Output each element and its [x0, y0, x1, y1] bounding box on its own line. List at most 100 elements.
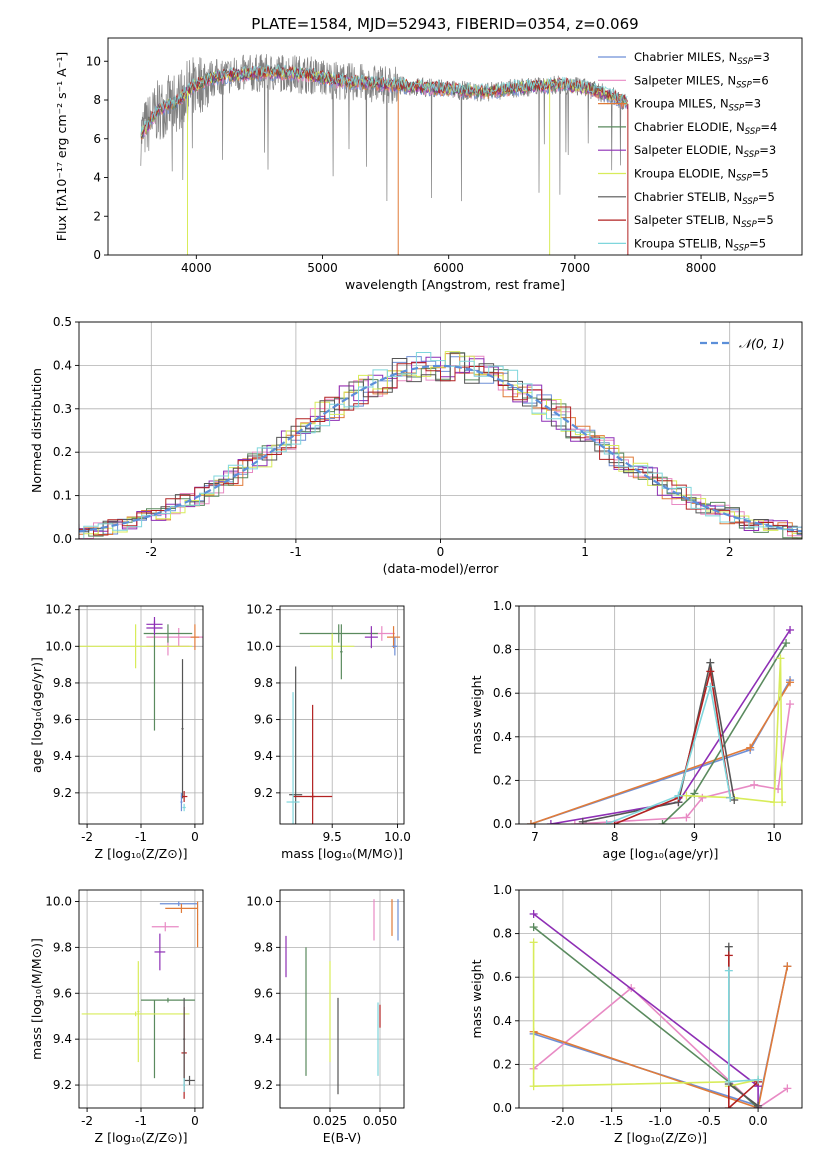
legend-entry: 𝒩(0, 1): [739, 336, 785, 351]
plus-marker: [786, 625, 795, 634]
error-bar-point: [146, 627, 203, 647]
axes-frame: [107, 37, 803, 256]
y-tick-label: 0.4: [493, 1014, 512, 1028]
plus-marker: [783, 1084, 792, 1093]
x-tick-label: -1: [135, 1114, 147, 1128]
plus-marker: [706, 667, 715, 676]
mass-weight-line: [533, 926, 759, 1108]
y-tick-label: 0.8: [493, 927, 512, 941]
x-tick-label: 6000: [433, 261, 464, 275]
y-tick-label: 10: [86, 54, 101, 68]
error-bar-point: [182, 803, 186, 812]
y-tick-label: 10.2: [246, 603, 273, 617]
legend-entry: Chabrier STELIB, NSSP=5: [634, 190, 775, 207]
y-tick-label: 0.0: [53, 532, 72, 546]
residuals-plot-area: [79, 351, 802, 539]
error-bar-point: [387, 626, 401, 649]
y-tick-label: 0.6: [493, 686, 512, 700]
plus-marker: [682, 813, 691, 822]
y-tick-label: 9.2: [254, 1078, 273, 1092]
age-vs-Z-panel: -2 -1 0 9.2 9.4 9.6 9.8 10.0 10.2 Z [log₁₀(Z/Z⊙)]…: [29, 603, 204, 861]
y-tick-label: 9.6: [53, 986, 72, 1000]
x-axis-label: Z [log₁₀(Z/Z⊙)]: [95, 846, 188, 861]
spectrum-plot-area: [140, 54, 629, 255]
mass-weight-vs-age-axes: 7 8 9 10 0.0 0.2 0.4 0.6 0.8 1.0 age [log₁₀(age/yr…: [469, 599, 803, 861]
error-bar-point: [180, 792, 183, 812]
x-tick-label: 0: [437, 545, 445, 559]
x-tick-label: 10: [766, 830, 781, 844]
error-bar-point: [151, 922, 179, 932]
age-vs-Z-axes: -2 -1 0 9.2 9.4 9.6 9.8 10.0 10.2 Z [log₁₀(Z/Z⊙)]…: [29, 603, 204, 861]
y-tick-label: 9.2: [254, 786, 273, 800]
y-tick-label: 9.8: [254, 676, 273, 690]
error-bar-point: [289, 666, 303, 824]
y-tick-label: 0.1: [53, 489, 72, 503]
error-bar-point: [286, 692, 300, 824]
x-tick-label: -2: [81, 830, 93, 844]
x-tick-label: 4000: [181, 261, 212, 275]
plus-marker: [724, 1077, 733, 1086]
y-tick-label: 1.0: [493, 883, 512, 897]
x-tick-label: 2: [726, 545, 734, 559]
plus-marker: [746, 743, 755, 752]
x-axis-label: age [log₁₀(age/yr)]: [603, 846, 719, 861]
mass-vs-ebv-plot-area: [285, 899, 399, 1095]
error-bar-point: [183, 997, 186, 1081]
y-tick-label: 9.4: [53, 1032, 72, 1046]
y-axis-label: mass [log₁₀(M/M⊙)]: [29, 938, 44, 1060]
mass-vs-Z-panel: -2 -1 0 9.2 9.4 9.6 9.8 10.0 Z [log₁₀(Z/Z⊙)] mass…: [29, 889, 204, 1145]
y-tick-label: 0.0: [493, 1101, 512, 1115]
error-bar-point: [190, 624, 200, 650]
x-tick-label: 1: [581, 545, 589, 559]
x-tick-label: -2: [81, 1114, 93, 1128]
y-axis-label: Normed distribution: [29, 368, 44, 493]
y-tick-label: 9.4: [254, 1032, 273, 1046]
mass-weight-line: [533, 987, 788, 1108]
x-axis-label: E(B-V): [323, 1130, 362, 1145]
error-bar-point: [154, 933, 166, 971]
x-tick-label: -1.0: [649, 1114, 672, 1128]
plus-marker: [529, 909, 538, 918]
error-bar-point: [340, 624, 343, 680]
residual-histogram: [79, 352, 802, 539]
x-tick-label: 9.5: [323, 830, 342, 844]
y-tick-label: 0.0: [493, 817, 512, 831]
y-tick-label: 0: [93, 248, 101, 262]
x-tick-label: -0.5: [698, 1114, 721, 1128]
legend-entry: Salpeter ELODIE, NSSP=3: [634, 143, 776, 160]
y-tick-label: 9.4: [53, 749, 72, 763]
y-tick-label: 0.5: [53, 315, 72, 329]
plus-marker: [546, 820, 555, 824]
normal-reference-curve: [79, 364, 802, 533]
error-bar-point: [299, 624, 378, 643]
x-axis-label: wavelength [Angstrom, rest frame]: [345, 277, 565, 292]
mass-vs-Z-axes: -2 -1 0 9.2 9.4 9.6 9.8 10.0 Z [log₁₀(Z/Z⊙)] mass…: [29, 889, 204, 1145]
x-tick-label: 0: [191, 830, 199, 844]
plus-marker: [529, 1082, 538, 1091]
y-tick-label: 9.8: [254, 940, 273, 954]
error-bar-point: [364, 626, 378, 649]
y-tick-label: 10.2: [45, 603, 72, 617]
y-tick-label: 1.0: [493, 599, 512, 613]
y-tick-label: 0.2: [493, 773, 512, 787]
x-tick-label: 7: [531, 830, 539, 844]
axes-frame: [279, 605, 405, 825]
y-tick-label: 10.0: [246, 639, 273, 653]
age-vs-mass-panel: 9.5 10.0 9.2 9.4 9.6 9.8 10.0 10.2 mass [log₁₀(M…: [246, 603, 411, 861]
y-tick-label: 0.3: [53, 402, 72, 416]
legend-entry: Salpeter STELIB, NSSP=5: [634, 213, 774, 230]
residual-histogram: [79, 352, 802, 535]
plus-marker: [529, 938, 538, 947]
error-bar-point: [79, 624, 193, 669]
residual-histogram: [79, 362, 802, 536]
mass-weight-vs-Z-plot-area: [529, 909, 792, 1108]
y-tick-label: 6: [93, 132, 101, 146]
mass-vs-ebv-panel: 0.025 0.050 9.2 9.4 9.6 9.8 10.0 E(B-V): [246, 889, 405, 1145]
x-tick-label: -1.5: [600, 1114, 623, 1128]
legend-entry: Kroupa MILES, NSSP=3: [634, 97, 761, 114]
error-bar-point: [181, 659, 184, 799]
residuals-axes: -2 -1 0 1 2 0.0 0.1 0.2 0.3 0.4 0.5 (data-model)/er…: [29, 315, 803, 576]
x-tick-label: -1: [290, 545, 302, 559]
x-tick-label: 9: [691, 830, 699, 844]
y-tick-label: 10.0: [246, 894, 273, 908]
